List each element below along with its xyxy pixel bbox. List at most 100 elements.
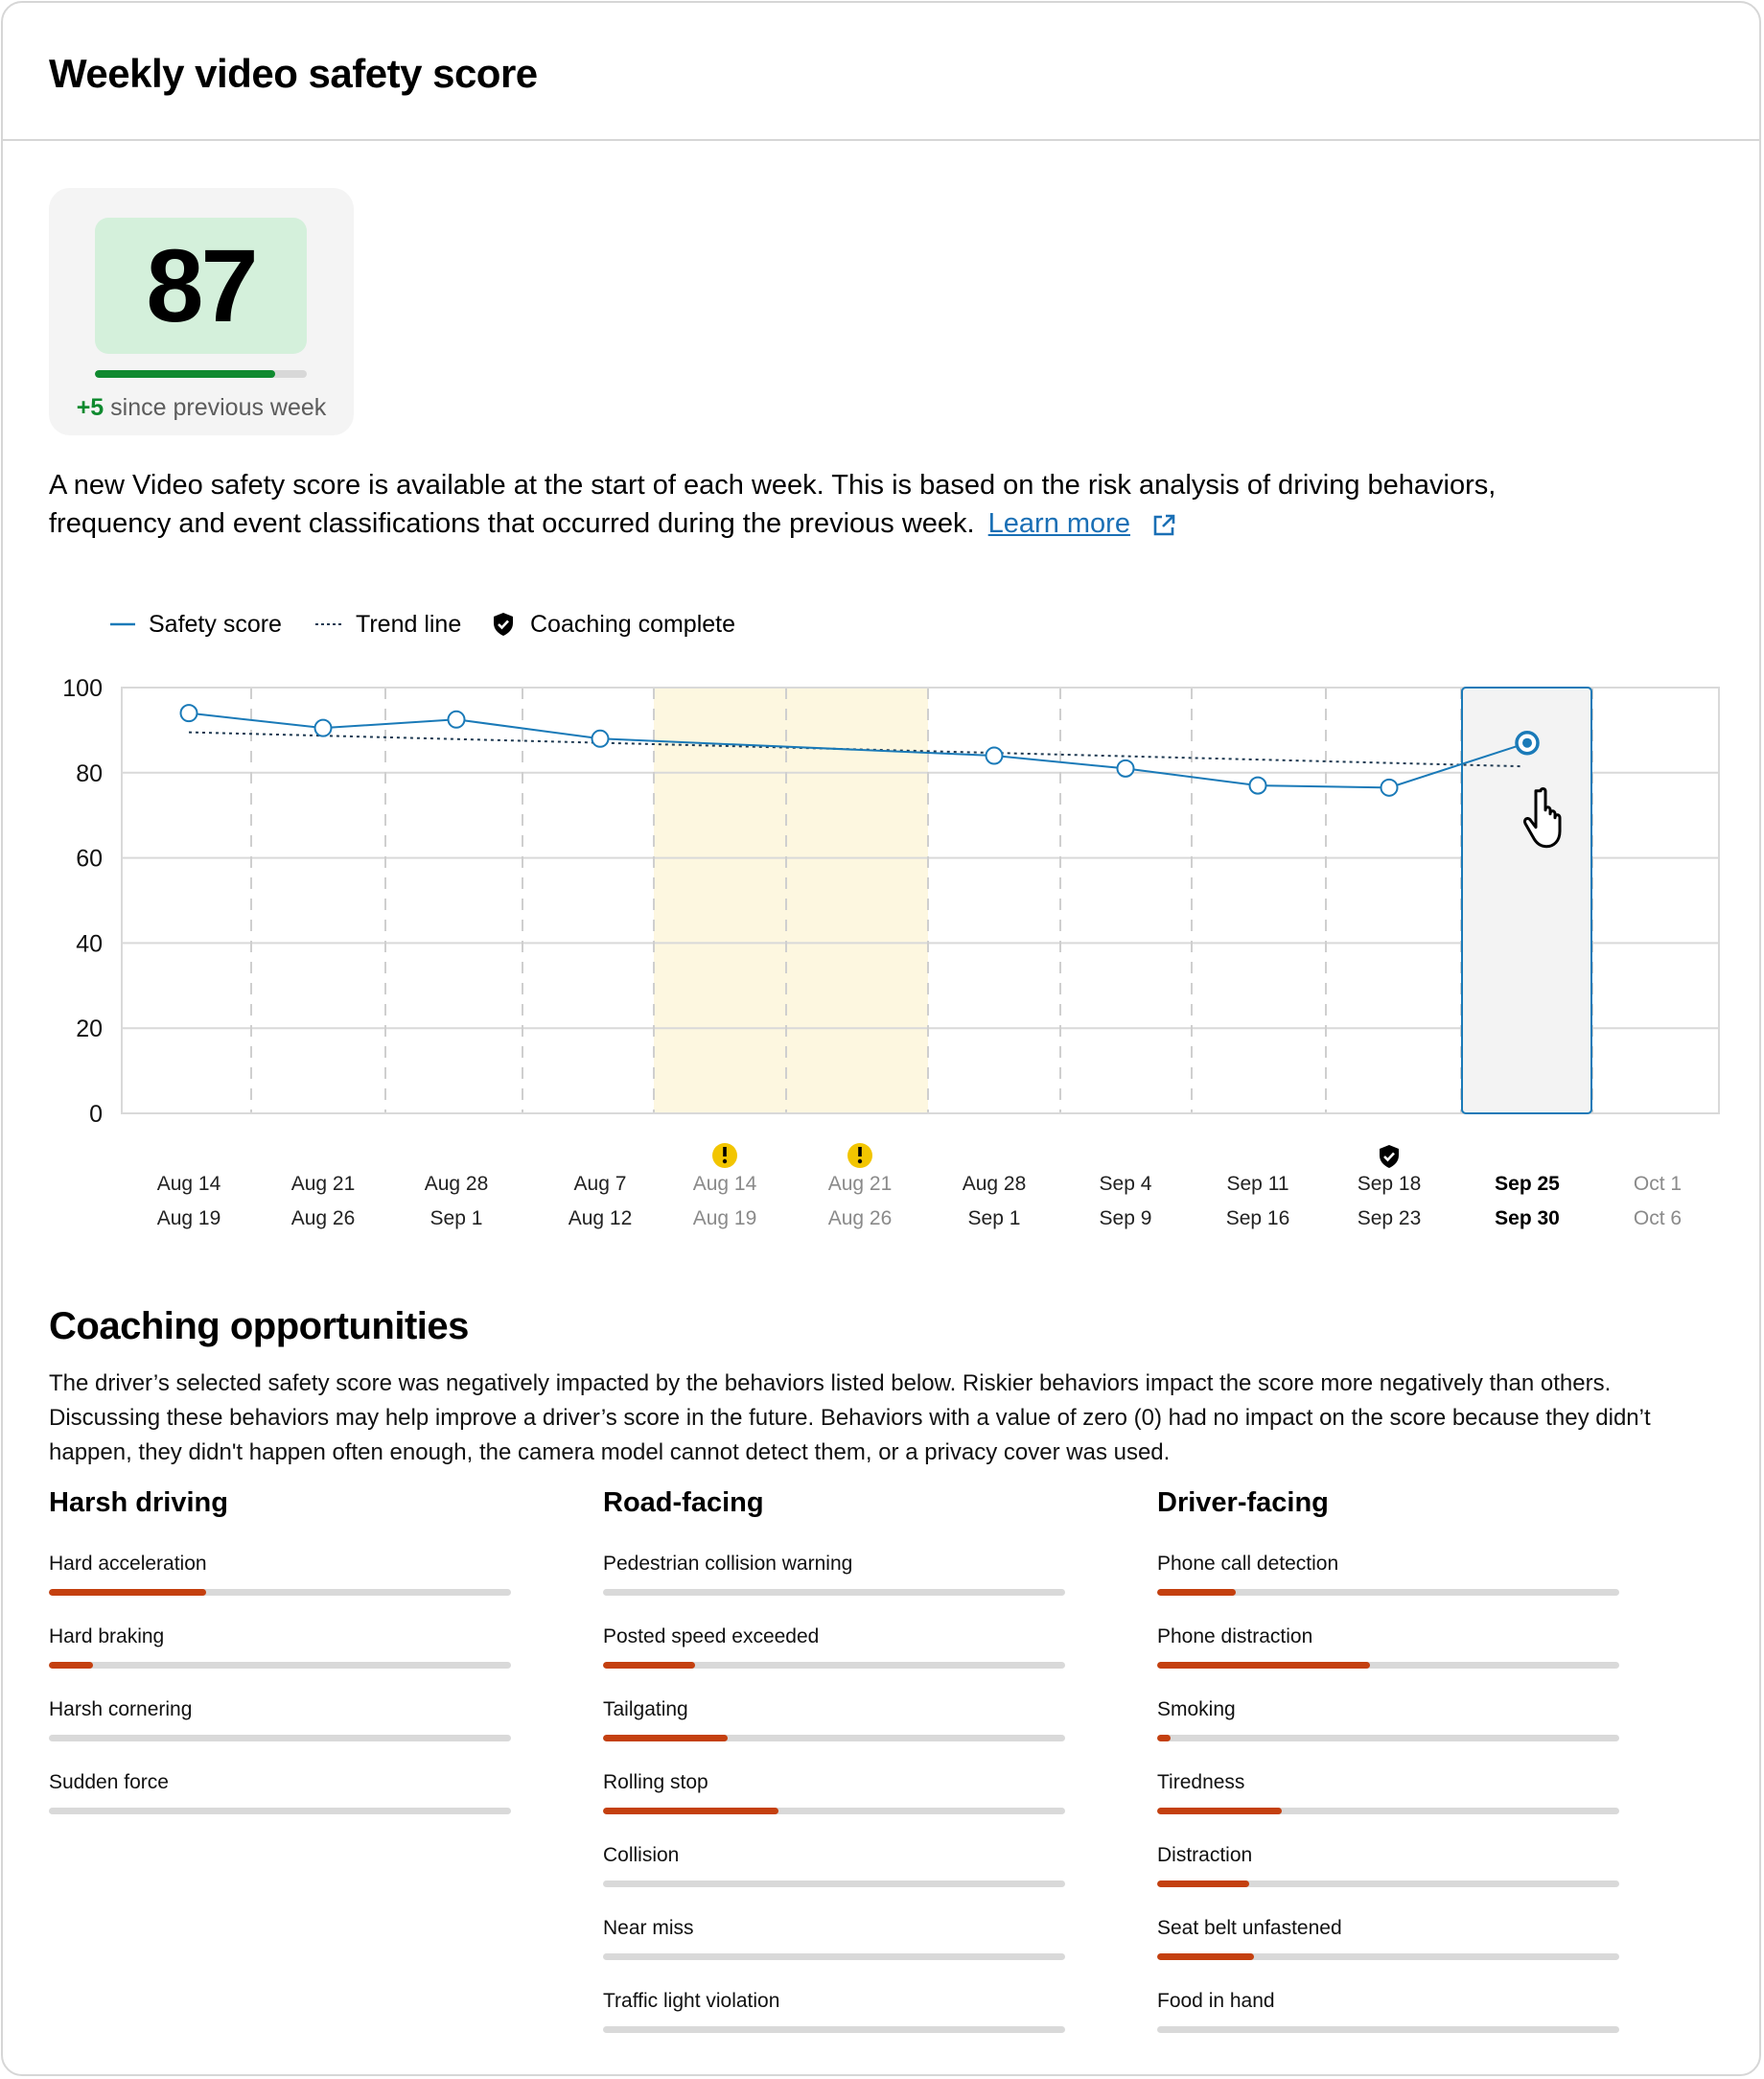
behavior-impact-fill bbox=[1157, 1808, 1283, 1814]
score-progress-bar bbox=[95, 370, 307, 378]
behavior-label: Seat belt unfastened bbox=[1157, 1917, 1342, 1939]
data-point bbox=[985, 746, 1004, 765]
week-end-label: Sep 9 bbox=[1099, 1207, 1152, 1229]
week-start-label: Aug 21 bbox=[290, 1173, 356, 1195]
behavior-item: Collision bbox=[603, 1844, 1065, 1902]
data-point bbox=[1380, 778, 1399, 797]
behavior-item: Smoking bbox=[1157, 1698, 1619, 1756]
behavior-label: Tiredness bbox=[1157, 1771, 1245, 1793]
legend-safety-score: Safety score bbox=[110, 607, 282, 642]
score-delta: +5 since previous week bbox=[49, 394, 354, 422]
behavior-label: Harsh cornering bbox=[49, 1698, 193, 1720]
week-end-label: Aug 26 bbox=[290, 1207, 356, 1229]
data-point bbox=[447, 710, 466, 729]
behavior-item: Near miss bbox=[603, 1917, 1065, 1974]
behavior-label: Hard braking bbox=[49, 1625, 165, 1647]
week-end-label: Oct 6 bbox=[1633, 1207, 1683, 1229]
week-start-label: Aug 14 bbox=[692, 1173, 757, 1195]
selected-week-highlight bbox=[1461, 687, 1592, 1114]
week-end-label: Aug 19 bbox=[692, 1207, 757, 1229]
behavior-label: Pedestrian collision warning bbox=[603, 1553, 853, 1575]
week-start-label: Aug 28 bbox=[424, 1173, 489, 1195]
score-summary: 87 +5 since previous week bbox=[49, 188, 354, 435]
week-start-label: Sep 25 bbox=[1495, 1173, 1560, 1195]
score-description: A new Video safety score is available at… bbox=[49, 466, 1602, 543]
warning-week-band bbox=[786, 688, 928, 1113]
coaching-complete-icon bbox=[1380, 1145, 1399, 1168]
warning-icon-dot bbox=[857, 1158, 863, 1164]
behavior-item: Traffic light violation bbox=[603, 1990, 1065, 2047]
data-point bbox=[179, 704, 198, 723]
behavior-impact-bar bbox=[1157, 2026, 1619, 2033]
behavior-item: Sudden force bbox=[49, 1771, 511, 1829]
behavior-impact-fill bbox=[49, 1589, 206, 1596]
shield-check-icon bbox=[494, 613, 513, 636]
safety-score-chart: 100 80 60 40 20 0 bbox=[62, 675, 1720, 1168]
score-delta-value: +5 bbox=[76, 394, 104, 421]
behavior-impact-bar bbox=[603, 1735, 1065, 1741]
safety-score-line-icon bbox=[110, 622, 135, 626]
behavior-label: Near miss bbox=[603, 1917, 694, 1939]
learn-more-link[interactable]: Learn more bbox=[987, 508, 1130, 539]
week-end-label: Sep 1 bbox=[967, 1207, 1021, 1229]
legend-safety-score-label: Safety score bbox=[149, 610, 282, 638]
week-start-label: Oct 1 bbox=[1633, 1173, 1683, 1195]
pointer-cursor-icon bbox=[1523, 786, 1562, 849]
week-end-label: Sep 1 bbox=[429, 1207, 483, 1229]
week-start-label: Aug 14 bbox=[156, 1173, 221, 1195]
behavior-label: Traffic light violation bbox=[603, 1990, 780, 2012]
behavior-item: Hard braking bbox=[49, 1625, 511, 1683]
y-tick-label: 100 bbox=[62, 675, 103, 702]
behavior-impact-fill bbox=[1157, 1880, 1250, 1887]
data-point bbox=[1248, 776, 1267, 795]
behavior-impact-bar bbox=[603, 1662, 1065, 1669]
behavior-column-title: Driver-facing bbox=[1157, 1487, 1329, 1518]
external-link-icon[interactable] bbox=[1151, 513, 1176, 538]
y-tick-label: 40 bbox=[76, 930, 103, 957]
behavior-column-driver-facing: Driver-facing Phone call detection Phone d… bbox=[1157, 1487, 1619, 2033]
warning-icon-dot bbox=[722, 1158, 728, 1164]
behavior-impact-bar bbox=[1157, 1735, 1619, 1741]
y-tick-label: 60 bbox=[76, 846, 103, 873]
behavior-impact-fill bbox=[1157, 1662, 1370, 1669]
page-title: Weekly video safety score bbox=[49, 51, 538, 96]
week-start-label: Sep 18 bbox=[1357, 1173, 1422, 1195]
behavior-item: Tiredness bbox=[1157, 1771, 1619, 1829]
score-description-text: A new Video safety score is available at… bbox=[49, 470, 1497, 539]
score-delta-text: since previous week bbox=[110, 394, 327, 421]
behavior-impact-bar bbox=[1157, 1662, 1619, 1669]
week-end-label: Sep 16 bbox=[1225, 1207, 1290, 1229]
behavior-label: Phone distraction bbox=[1157, 1625, 1313, 1647]
behavior-label: Phone call detection bbox=[1157, 1553, 1339, 1575]
week-end-label: Aug 26 bbox=[827, 1207, 893, 1229]
behavior-impact-bar bbox=[603, 1808, 1065, 1814]
behavior-impact-bar bbox=[1157, 1589, 1619, 1596]
behavior-impact-bar bbox=[603, 1589, 1065, 1596]
behavior-label: Posted speed exceeded bbox=[603, 1625, 820, 1647]
behavior-impact-bar bbox=[603, 2026, 1065, 2033]
behavior-label: Hard acceleration bbox=[49, 1553, 207, 1575]
behavior-label: Collision bbox=[603, 1844, 680, 1866]
behavior-item: Distraction bbox=[1157, 1844, 1619, 1902]
behavior-item: Harsh cornering bbox=[49, 1698, 511, 1756]
week-start-label: Aug 7 bbox=[573, 1173, 627, 1195]
behavior-item: Tailgating bbox=[603, 1698, 1065, 1756]
warning-icon-mark bbox=[723, 1147, 727, 1156]
y-tick-label: 80 bbox=[76, 760, 103, 787]
behavior-column-road-facing: Road-facing Pedestrian collision warning P… bbox=[603, 1487, 1065, 2033]
behavior-label: Sudden force bbox=[49, 1771, 169, 1793]
week-start-label: Sep 11 bbox=[1226, 1173, 1289, 1195]
legend-trend-line: Trend line bbox=[315, 607, 461, 642]
behavior-impact-fill bbox=[603, 1735, 729, 1741]
behavior-impact-bar bbox=[49, 1735, 511, 1741]
week-end-label: Aug 12 bbox=[568, 1207, 633, 1229]
behavior-impact-bar bbox=[1157, 1808, 1619, 1814]
behavior-item: Rolling stop bbox=[603, 1771, 1065, 1829]
behavior-item: Seat belt unfastened bbox=[1157, 1917, 1619, 1974]
behavior-item: Pedestrian collision warning bbox=[603, 1553, 1065, 1610]
data-point bbox=[591, 729, 610, 748]
score-progress-fill bbox=[95, 370, 275, 378]
trend-line-icon bbox=[315, 623, 342, 625]
behavior-impact-fill bbox=[603, 1808, 779, 1814]
